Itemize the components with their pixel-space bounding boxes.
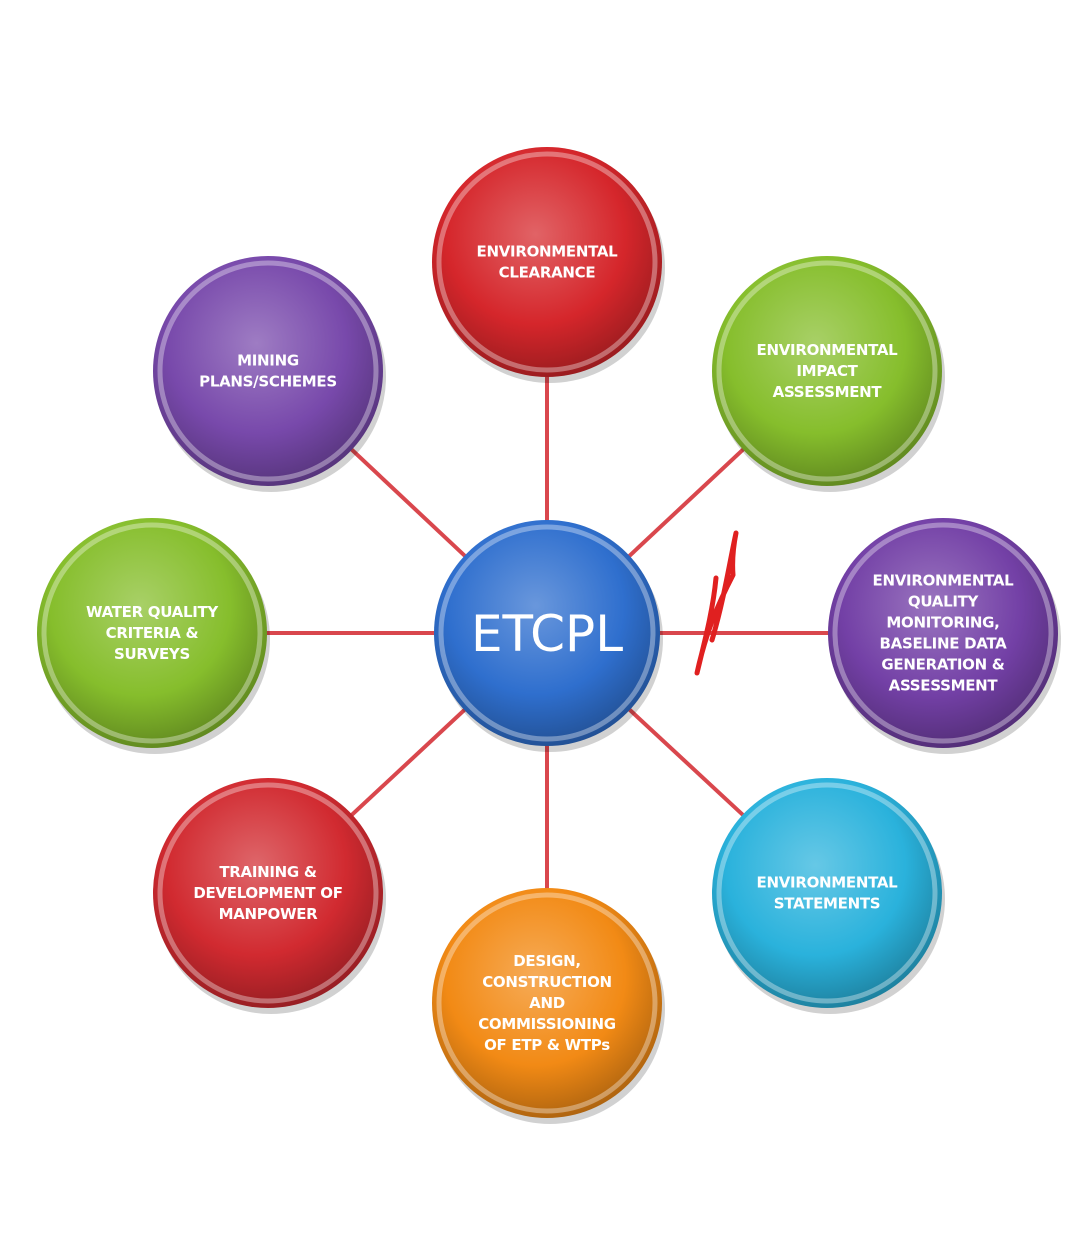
handwritten-tick-mark xyxy=(694,530,739,676)
node-design-construction: DESIGN, CONSTRUCTION AND COMMISSIONING OF ET… xyxy=(432,888,665,1124)
node-environmental-clearance: ENVIRONMENTAL CLEARANCE xyxy=(432,147,665,383)
node-design-construction-circle xyxy=(432,888,662,1118)
node-environmental-clearance-ring xyxy=(436,151,658,373)
node-label-line: ASSESSMENT xyxy=(773,383,883,401)
node-environmental-quality-monitoring: ENVIRONMENTAL QUALITY MONITORING, BASELINE … xyxy=(828,518,1061,754)
node-water-quality-criteria-circle xyxy=(37,518,267,748)
node-label-line: SURVEYS xyxy=(114,645,190,663)
node-label-line: TRAINING & xyxy=(219,863,316,881)
node-training-development-circle xyxy=(153,778,383,1008)
node-training-development-ring xyxy=(157,782,379,1004)
node-environmental-clearance-circle xyxy=(432,147,662,377)
center-node-ring xyxy=(438,524,656,742)
center-node: ETCPL xyxy=(434,520,663,752)
node-label-line: AND xyxy=(529,994,565,1012)
node-label-environmental-impact-assessment: ENVIRONMENTAL IMPACT ASSESSMENT xyxy=(757,341,899,401)
node-label-environmental-quality-monitoring: ENVIRONMENTAL QUALITY MONITORING, BASELINE … xyxy=(873,572,1015,695)
node-training-development: TRAINING & DEVELOPMENT OF MANPOWER xyxy=(153,778,386,1014)
node-label-training-development: TRAINING & DEVELOPMENT OF MANPOWER xyxy=(193,863,342,923)
node-design-construction-ring xyxy=(436,892,658,1114)
node-label-line: WATER QUALITY xyxy=(86,603,219,621)
node-label-line: COMMISSIONING xyxy=(478,1015,616,1033)
service-nodes: ENVIRONMENTAL CLEARANCE ENVIRONMENTAL IMPAC… xyxy=(37,147,1061,1124)
node-label-line: STATEMENTS xyxy=(774,895,881,913)
node-label-environmental-statements: ENVIRONMENTAL STATEMENTS xyxy=(757,874,899,913)
node-environmental-impact-assessment-ring xyxy=(716,260,938,482)
node-environmental-quality-monitoring-ring xyxy=(832,522,1054,744)
node-water-quality-criteria: WATER QUALITY CRITERIA & SURVEYS xyxy=(37,518,270,754)
node-environmental-impact-assessment-circle xyxy=(712,256,942,486)
center-node-circle xyxy=(434,520,660,746)
node-label-line: IMPACT xyxy=(796,362,858,380)
node-label-line: MANPOWER xyxy=(219,905,319,923)
node-label-line: ENVIRONMENTAL xyxy=(757,341,899,359)
node-label-line: BASELINE DATA xyxy=(880,635,1008,653)
node-label-line: CRITERIA & xyxy=(106,624,199,642)
node-label-line: MONITORING, xyxy=(886,614,999,632)
node-label-water-quality-criteria: WATER QUALITY CRITERIA & SURVEYS xyxy=(86,603,219,663)
node-label-line: DEVELOPMENT OF xyxy=(193,884,342,902)
node-environmental-quality-monitoring-circle xyxy=(828,518,1058,748)
node-label-line: ASSESSMENT xyxy=(889,677,999,695)
node-label-design-construction: DESIGN, CONSTRUCTION AND COMMISSIONING OF ET… xyxy=(478,952,616,1054)
node-label-line: MINING xyxy=(237,352,299,370)
node-water-quality-criteria-ring xyxy=(41,522,263,744)
node-environmental-statements-ring xyxy=(716,782,938,1004)
node-label-line: ENVIRONMENTAL xyxy=(873,572,1015,590)
node-label-line: CLEARANCE xyxy=(499,264,596,282)
node-label-line: ENVIRONMENTAL xyxy=(757,874,899,892)
node-environmental-statements: ENVIRONMENTAL STATEMENTS xyxy=(712,778,945,1014)
node-label-line: QUALITY xyxy=(908,593,980,611)
node-label-line: OF ETP & WTPs xyxy=(484,1036,610,1054)
node-label-line: ENVIRONMENTAL xyxy=(477,243,619,261)
center-label: ETCPL xyxy=(471,605,623,663)
node-label-line: GENERATION & xyxy=(881,656,1004,674)
node-label-environmental-clearance: ENVIRONMENTAL CLEARANCE xyxy=(477,243,619,282)
node-mining-plans-ring xyxy=(157,260,379,482)
node-label-mining-plans: MINING PLANS/SCHEMES xyxy=(199,352,337,391)
node-mining-plans-circle xyxy=(153,256,383,486)
node-label-line: DESIGN, xyxy=(513,952,581,970)
node-mining-plans: MINING PLANS/SCHEMES xyxy=(153,256,386,492)
node-label-line: CONSTRUCTION xyxy=(482,973,612,991)
node-environmental-impact-assessment: ENVIRONMENTAL IMPACT ASSESSMENT xyxy=(712,256,945,492)
node-label-line: PLANS/SCHEMES xyxy=(199,373,337,391)
node-environmental-statements-circle xyxy=(712,778,942,1008)
